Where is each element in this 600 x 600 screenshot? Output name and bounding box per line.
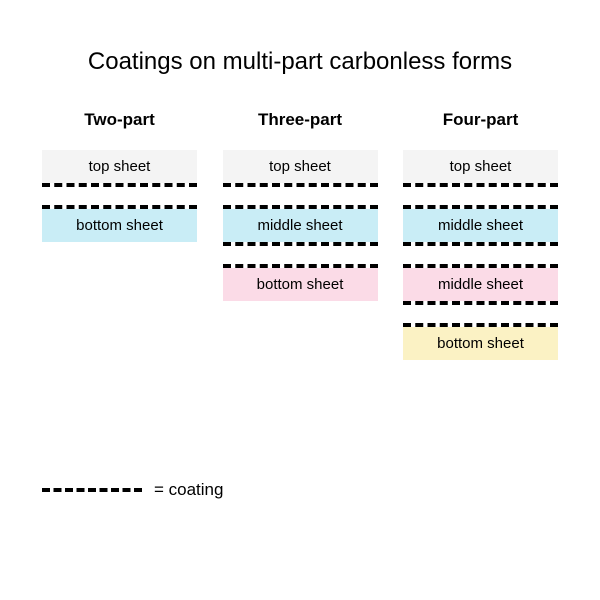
sheet-middle: middle sheet (403, 209, 558, 242)
legend-dash-icon (42, 488, 142, 492)
sheet-slot: top sheet (223, 150, 378, 187)
coating-line (42, 183, 197, 187)
sheet-middle: middle sheet (403, 268, 558, 301)
coating-line (403, 242, 558, 246)
sheet-top: top sheet (42, 150, 197, 183)
sheet-slot: bottom sheet (403, 323, 558, 360)
sheet-bottom: bottom sheet (223, 268, 378, 301)
coating-line (403, 183, 558, 187)
diagram-title: Coatings on multi-part carbonless forms (0, 48, 600, 76)
column-header: Two-part (84, 110, 155, 130)
column-header: Three-part (258, 110, 342, 130)
sheet-slot: top sheet (403, 150, 558, 187)
sheet-slot: middle sheet (403, 264, 558, 305)
coating-line (403, 301, 558, 305)
sheet-top: top sheet (403, 150, 558, 183)
column-four-part: Four-part top sheet middle sheet middle … (403, 110, 558, 378)
legend: = coating (42, 480, 223, 500)
sheet-slot: middle sheet (223, 205, 378, 246)
sheet-slot: bottom sheet (42, 205, 197, 242)
sheet-slot: middle sheet (403, 205, 558, 246)
columns-container: Two-part top sheet bottom sheet Three-pa… (42, 110, 558, 378)
legend-label: = coating (154, 480, 223, 500)
column-header: Four-part (443, 110, 519, 130)
sheet-slot: top sheet (42, 150, 197, 187)
coating-line (223, 242, 378, 246)
column-two-part: Two-part top sheet bottom sheet (42, 110, 197, 378)
sheet-bottom: bottom sheet (403, 327, 558, 360)
sheet-middle: middle sheet (223, 209, 378, 242)
column-three-part: Three-part top sheet middle sheet bottom… (223, 110, 378, 378)
sheet-top: top sheet (223, 150, 378, 183)
sheet-slot: bottom sheet (223, 264, 378, 301)
sheet-bottom: bottom sheet (42, 209, 197, 242)
coating-line (223, 183, 378, 187)
